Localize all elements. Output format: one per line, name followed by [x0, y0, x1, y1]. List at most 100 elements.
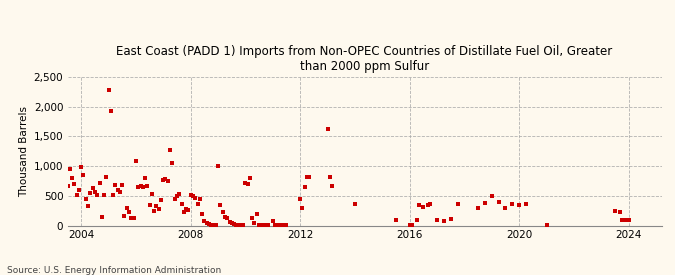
Point	[267, 219, 278, 223]
Point	[249, 220, 260, 225]
Point	[614, 210, 625, 214]
Point	[78, 173, 89, 177]
Point	[507, 201, 518, 206]
Point	[327, 184, 338, 188]
Point	[201, 220, 212, 225]
Point	[128, 216, 139, 220]
Point	[261, 223, 271, 227]
Point	[324, 175, 335, 179]
Point	[411, 217, 422, 222]
Point	[119, 214, 130, 218]
Point	[277, 223, 288, 227]
Point	[74, 188, 84, 192]
Point	[160, 176, 171, 181]
Point	[151, 204, 162, 209]
Point	[423, 203, 433, 208]
Point	[194, 197, 205, 202]
Point	[71, 193, 82, 197]
Point	[60, 180, 71, 185]
Point	[149, 208, 160, 213]
Point	[67, 176, 78, 180]
Point	[130, 159, 141, 164]
Point	[259, 223, 269, 227]
Point	[233, 223, 244, 227]
Point	[76, 165, 86, 169]
Point	[190, 195, 200, 200]
Point	[493, 200, 504, 205]
Point	[153, 207, 164, 211]
Point	[197, 212, 208, 216]
Point	[446, 217, 456, 221]
Point	[252, 211, 263, 216]
Point	[621, 217, 632, 222]
Point	[185, 193, 196, 197]
Point	[105, 109, 116, 114]
Point	[117, 183, 128, 187]
Point	[236, 223, 246, 227]
Point	[217, 210, 228, 214]
Point	[224, 220, 235, 224]
Point	[167, 160, 178, 165]
Point	[156, 198, 167, 202]
Point	[138, 185, 148, 189]
Point	[108, 193, 119, 197]
Point	[439, 219, 450, 224]
Point	[500, 205, 511, 210]
Point	[140, 176, 151, 180]
Point	[406, 223, 417, 227]
Point	[85, 191, 96, 195]
Point	[199, 219, 210, 223]
Point	[472, 205, 483, 210]
Point	[391, 217, 402, 222]
Point	[520, 201, 531, 206]
Point	[238, 223, 248, 227]
Point	[479, 201, 490, 205]
Point	[226, 220, 237, 225]
Point	[92, 193, 103, 197]
Point	[171, 194, 182, 199]
Point	[413, 203, 424, 208]
Point	[229, 222, 240, 226]
Point	[219, 214, 230, 219]
Point	[300, 185, 310, 190]
Point	[124, 210, 134, 214]
Point	[82, 204, 93, 209]
Point	[295, 197, 306, 201]
Point	[231, 222, 242, 227]
Point	[279, 223, 290, 227]
Point	[350, 202, 360, 206]
Point	[94, 180, 105, 185]
Point	[514, 202, 524, 207]
Point	[208, 223, 219, 227]
Point	[247, 216, 258, 221]
Point	[69, 182, 80, 186]
Point	[176, 201, 187, 206]
Point	[425, 201, 435, 206]
Point	[418, 205, 429, 209]
Point	[192, 201, 203, 206]
Point	[55, 138, 66, 143]
Point	[610, 209, 620, 213]
Point	[173, 192, 184, 196]
Point	[90, 190, 101, 194]
Point	[431, 217, 442, 222]
Point	[263, 223, 273, 227]
Point	[256, 223, 267, 227]
Point	[211, 223, 221, 227]
Point	[181, 207, 192, 211]
Point	[616, 217, 627, 222]
Point	[240, 180, 251, 185]
Point	[221, 216, 232, 221]
Point	[99, 192, 109, 197]
Point	[169, 197, 180, 201]
Point	[274, 223, 285, 227]
Y-axis label: Thousand Barrels: Thousand Barrels	[20, 106, 30, 197]
Point	[126, 216, 136, 220]
Point	[281, 223, 292, 227]
Title: East Coast (PADD 1) Imports from Non-OPEC Countries of Distillate Fuel Oil, Grea: East Coast (PADD 1) Imports from Non-OPE…	[116, 45, 613, 73]
Point	[215, 203, 225, 208]
Point	[272, 223, 283, 227]
Point	[302, 175, 313, 179]
Point	[304, 175, 315, 180]
Point	[87, 186, 98, 190]
